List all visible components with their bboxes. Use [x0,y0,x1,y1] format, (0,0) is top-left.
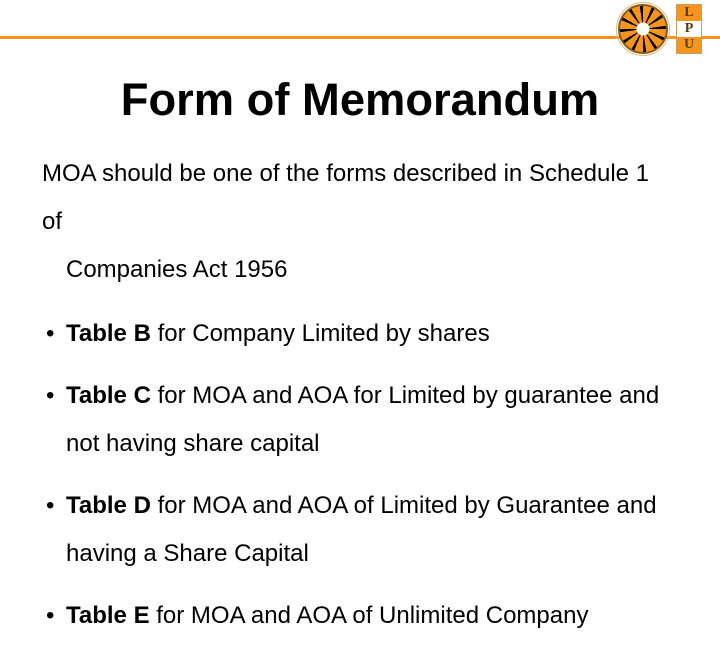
list-item: Table C for MOA and AOA for Limited by g… [42,372,670,468]
lpu-logo-icon: L P U [676,4,702,54]
slide: L P U Form of Memorandum MOA should be o… [0,0,720,540]
intro-line2: Companies Act 1956 [42,246,670,294]
list-item: Table E for MOA and AOA of Unlimited Com… [42,592,670,640]
bullet-bold: Table D [66,492,151,519]
slide-body: MOA should be one of the forms described… [42,150,670,654]
bullet-text: for MOA and AOA for Limited by guarantee… [151,382,659,409]
lpu-letter-u: U [677,37,701,53]
bullet-bold: Table E [66,602,150,629]
bullet-text: for Company Limited by shares [151,320,490,347]
lpu-letter-l: L [677,5,701,21]
bullet-bold: Table C [66,382,151,409]
list-item: Table D for MOA and AOA of Limited by Gu… [42,482,670,578]
bullet-cont: not having share capital [66,420,670,468]
intro-text: MOA should be one of the forms described… [42,150,670,294]
bullet-cont: having a Share Capital [66,530,670,578]
header-rule [0,36,720,39]
university-seal-icon [618,4,668,54]
list-item: Table B for Company Limited by shares [42,310,670,358]
intro-line1: MOA should be one of the forms described… [42,160,649,235]
header-logos: L P U [618,4,702,54]
slide-title: Form of Memorandum [0,74,720,126]
bullet-text: for MOA and AOA of Limited by Guarantee … [151,492,657,519]
bullet-text: for MOA and AOA of Unlimited Company [150,602,589,629]
lpu-letter-p: P [677,21,701,37]
bullet-bold: Table B [66,320,151,347]
bullet-list: Table B for Company Limited by shares Ta… [42,310,670,640]
